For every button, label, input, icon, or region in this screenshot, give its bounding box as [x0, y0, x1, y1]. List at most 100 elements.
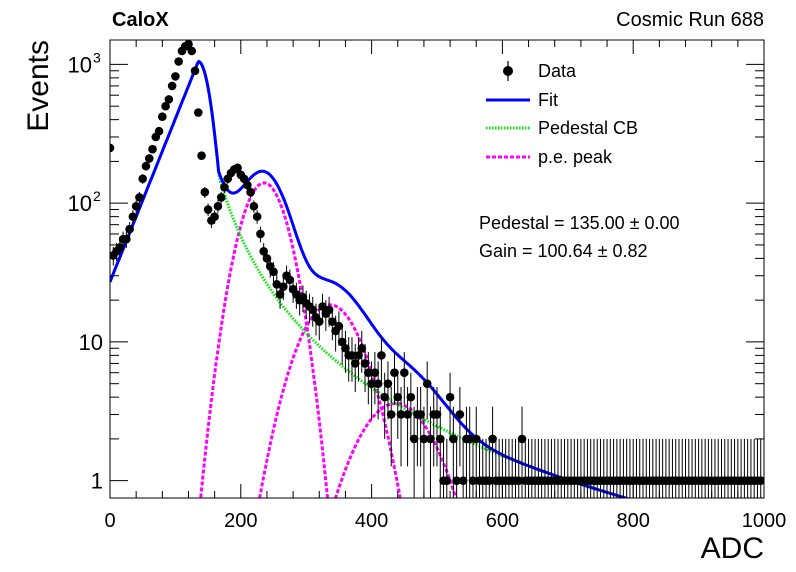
data-marker [239, 174, 249, 184]
data-marker [272, 280, 282, 289]
data-point [135, 191, 144, 204]
data-marker [220, 183, 229, 192]
data-marker [262, 254, 272, 263]
pe-peak-2-curve [258, 303, 402, 498]
data-marker [131, 201, 141, 211]
data-marker [256, 229, 265, 239]
data-point [220, 182, 229, 193]
experiment-label: CaloX [112, 9, 169, 31]
data-marker [350, 359, 360, 368]
data-point [328, 307, 337, 341]
data-marker [341, 343, 350, 353]
data-marker [144, 154, 154, 163]
data-point [485, 438, 494, 498]
data-marker [468, 476, 478, 485]
data-point [187, 46, 197, 56]
data-point [141, 161, 151, 171]
data-point [370, 352, 380, 405]
data-point [364, 352, 373, 405]
data-point [393, 372, 403, 439]
data-marker [334, 321, 344, 331]
x-tick-label: 1000 [742, 510, 787, 532]
data-point [269, 262, 278, 284]
data-point [154, 126, 164, 136]
data-point [161, 101, 170, 111]
data-point [279, 275, 288, 301]
data-marker [138, 174, 147, 184]
data-marker [367, 379, 376, 388]
data-marker [210, 212, 219, 221]
data-point [213, 200, 223, 213]
data-marker [233, 163, 242, 173]
data-point [422, 361, 432, 420]
data-point [341, 330, 350, 373]
data-marker [203, 205, 213, 214]
legend-marker-data [503, 61, 513, 81]
data-marker [419, 434, 429, 444]
data-point [386, 387, 396, 467]
data-marker [125, 224, 134, 234]
data-point [308, 296, 318, 327]
y-tick-label: 10 [68, 191, 92, 216]
data-marker [386, 410, 396, 419]
data-marker [354, 351, 363, 360]
data-marker [360, 359, 370, 368]
x-tick-label: 200 [224, 510, 257, 532]
data-marker [324, 305, 334, 315]
data-marker [370, 368, 380, 378]
data-point [197, 151, 206, 160]
data-marker [190, 66, 200, 76]
data-point [458, 438, 468, 498]
data-point [131, 200, 141, 213]
data-point [158, 112, 167, 122]
data-marker [403, 410, 412, 419]
data-marker [445, 392, 455, 402]
data-marker [380, 392, 389, 402]
data-marker [314, 317, 324, 326]
fit-curves [110, 59, 632, 498]
data-marker [285, 275, 295, 285]
data-point [167, 81, 177, 91]
data-marker [517, 434, 527, 444]
data-point [452, 438, 461, 498]
data-marker [442, 476, 452, 485]
data-marker [455, 410, 465, 419]
data-point [246, 186, 255, 198]
y-tick-exponent: 3 [93, 49, 101, 65]
x-tick-label: 400 [355, 510, 388, 532]
data-point [416, 387, 425, 467]
data-marker [161, 101, 170, 111]
data-marker [485, 476, 494, 485]
data-point [377, 337, 386, 382]
x-axis-label: ADC [701, 532, 764, 565]
data-marker [357, 343, 367, 353]
data-marker [135, 193, 144, 202]
data-point [350, 344, 360, 393]
data-point [432, 387, 442, 467]
data-point [193, 108, 203, 117]
data-point [354, 337, 363, 382]
data-point [419, 406, 429, 498]
data-point [396, 387, 406, 467]
data-marker [148, 144, 157, 154]
data-point [373, 361, 383, 420]
data-point [200, 186, 210, 198]
data-point [406, 372, 416, 439]
legend: Data Fit Pedestal CB p.e. peak [486, 61, 638, 167]
data-point [347, 337, 357, 382]
annotation-gain: Gain = 100.64 ± 0.82 [479, 241, 648, 261]
y-tick-label: 10 [68, 52, 92, 77]
data-marker [364, 368, 373, 378]
run-label: Cosmic Run 688 [616, 9, 764, 31]
y-tick-label: 10 [79, 330, 103, 355]
data-point [337, 325, 347, 365]
x-tick-label: 800 [617, 510, 650, 532]
data-point [171, 72, 180, 81]
data-point [148, 144, 157, 154]
data-marker [279, 282, 288, 292]
data-marker [377, 351, 386, 360]
data-point [442, 438, 452, 498]
data-marker [164, 95, 174, 104]
